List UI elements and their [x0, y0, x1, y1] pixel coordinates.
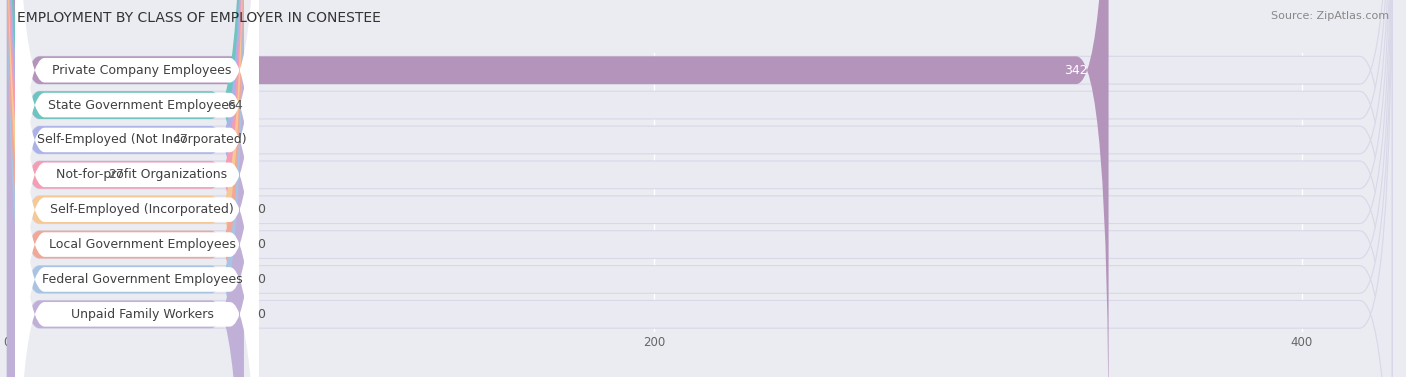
FancyBboxPatch shape — [7, 0, 1392, 377]
Text: Unpaid Family Workers: Unpaid Family Workers — [70, 308, 214, 321]
Text: 64: 64 — [228, 99, 243, 112]
Text: 0: 0 — [257, 238, 266, 251]
FancyBboxPatch shape — [7, 0, 243, 377]
FancyBboxPatch shape — [15, 0, 259, 377]
FancyBboxPatch shape — [15, 0, 259, 377]
Text: 0: 0 — [257, 273, 266, 286]
Text: Source: ZipAtlas.com: Source: ZipAtlas.com — [1271, 11, 1389, 21]
FancyBboxPatch shape — [7, 0, 1392, 377]
Text: Self-Employed (Not Incorporated): Self-Employed (Not Incorporated) — [37, 133, 247, 146]
FancyBboxPatch shape — [7, 0, 243, 377]
Text: Self-Employed (Incorporated): Self-Employed (Incorporated) — [51, 203, 233, 216]
FancyBboxPatch shape — [15, 0, 259, 377]
Text: 27: 27 — [108, 169, 124, 181]
FancyBboxPatch shape — [15, 0, 259, 377]
FancyBboxPatch shape — [7, 0, 1392, 377]
Text: Local Government Employees: Local Government Employees — [49, 238, 235, 251]
FancyBboxPatch shape — [15, 0, 259, 377]
FancyBboxPatch shape — [7, 0, 243, 377]
FancyBboxPatch shape — [7, 0, 1392, 377]
Text: 47: 47 — [173, 133, 188, 146]
FancyBboxPatch shape — [7, 0, 1392, 377]
FancyBboxPatch shape — [7, 0, 1392, 377]
Text: Private Company Employees: Private Company Employees — [52, 64, 232, 77]
FancyBboxPatch shape — [7, 0, 243, 377]
FancyBboxPatch shape — [7, 0, 243, 377]
FancyBboxPatch shape — [7, 0, 243, 377]
FancyBboxPatch shape — [15, 0, 259, 377]
Text: 0: 0 — [257, 203, 266, 216]
FancyBboxPatch shape — [7, 0, 243, 377]
Text: State Government Employees: State Government Employees — [48, 99, 236, 112]
Text: 342: 342 — [1064, 64, 1088, 77]
FancyBboxPatch shape — [7, 0, 1108, 377]
Text: Federal Government Employees: Federal Government Employees — [42, 273, 242, 286]
Text: 0: 0 — [257, 308, 266, 321]
FancyBboxPatch shape — [15, 0, 259, 377]
Text: Not-for-profit Organizations: Not-for-profit Organizations — [56, 169, 228, 181]
FancyBboxPatch shape — [7, 0, 1392, 377]
FancyBboxPatch shape — [7, 0, 1392, 377]
Text: EMPLOYMENT BY CLASS OF EMPLOYER IN CONESTEE: EMPLOYMENT BY CLASS OF EMPLOYER IN CONES… — [17, 11, 381, 25]
FancyBboxPatch shape — [15, 0, 259, 377]
